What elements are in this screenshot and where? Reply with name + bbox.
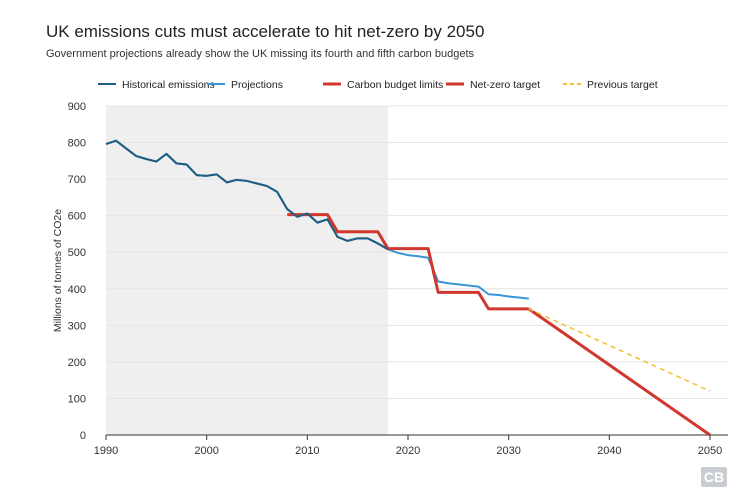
legend-label: Previous target [587,79,658,91]
x-tick-label: 2000 [194,445,218,457]
x-tick-label: 2010 [295,445,319,457]
y-tick-label: 800 [68,138,86,150]
y-tick-label: 200 [68,357,86,369]
y-tick-label: 400 [68,284,86,296]
y-tick-label: 100 [68,393,86,405]
y-tick-label: 0 [80,430,86,442]
x-tick-label: 2050 [698,445,722,457]
y-tick-label: 600 [68,211,86,223]
series-line-carbon-budget-limits [287,213,529,311]
legend-label: Net-zero target [470,79,540,91]
historical-shaded-region [106,106,388,435]
legend-label: Historical emissions [122,79,215,91]
y-tick-label: 900 [68,101,86,113]
series-line-historical-emissions-top [105,139,389,251]
series-line-net-zero-target [527,307,711,437]
x-tick-label: 1990 [94,445,118,457]
carbon-brief-logo: CB [701,467,727,487]
legend-label: Projections [231,79,283,91]
legend-label: Carbon budget limits [347,79,443,91]
y-tick-label: 500 [68,247,86,259]
x-tick-label: 2020 [396,445,420,457]
chart-subtitle: Government projections already show the … [46,48,475,60]
x-tick-label: 2040 [597,445,621,457]
x-tick-label: 2030 [496,445,520,457]
y-axis-label: Millions of tonnes of CO2e [52,209,64,332]
chart-title: UK emissions cuts must accelerate to hit… [46,22,485,41]
series-line-previous-target [528,308,711,392]
series-line-projections [387,248,529,300]
y-tick-label: 300 [68,320,86,332]
y-tick-label: 700 [68,174,86,186]
